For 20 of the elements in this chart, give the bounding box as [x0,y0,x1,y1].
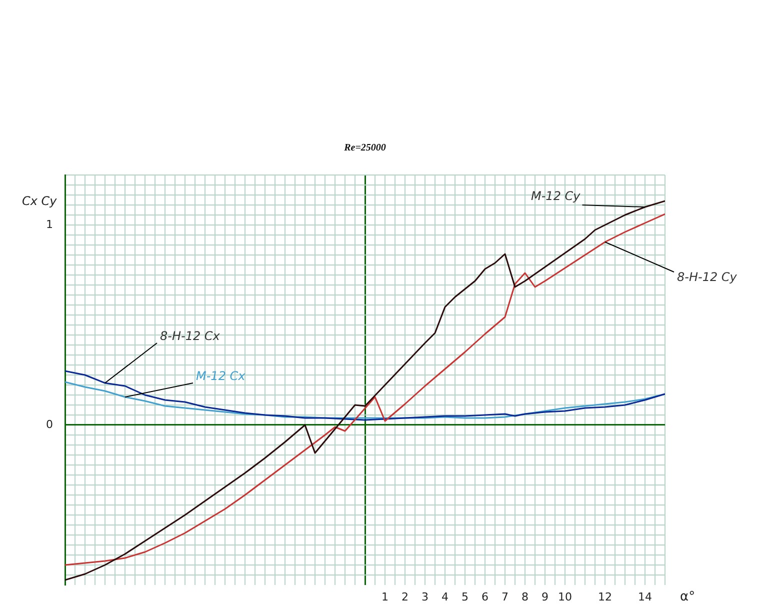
x-tick-label: 2 [402,590,408,604]
x-tick-label: 10 [558,590,572,604]
x-tick-label: 12 [598,590,612,604]
y-tick-label: 0 [46,418,53,431]
chart-title: Re=25000 [343,142,386,154]
x-tick-label: 3 [422,590,428,604]
y-axis-title: Cx Cy [22,194,58,208]
x-tick-label: 9 [542,590,548,604]
x-tick-label: 5 [462,590,468,604]
text: M-12 Cx [196,369,246,384]
x-tick-label: 6 [482,590,488,604]
x-tick-label: 8 [522,590,528,604]
text: 8-H-12 Cy [677,270,738,284]
text: 8-H-12 Cx [160,329,221,344]
x-tick-label: 14 [638,590,652,604]
x-tick-label: 1 [382,590,388,604]
x-tick-label: 4 [442,590,448,604]
x-tick-label: 7 [502,590,508,604]
text: M-12 Cy [531,189,582,204]
x-axis-title: α° [680,589,696,604]
